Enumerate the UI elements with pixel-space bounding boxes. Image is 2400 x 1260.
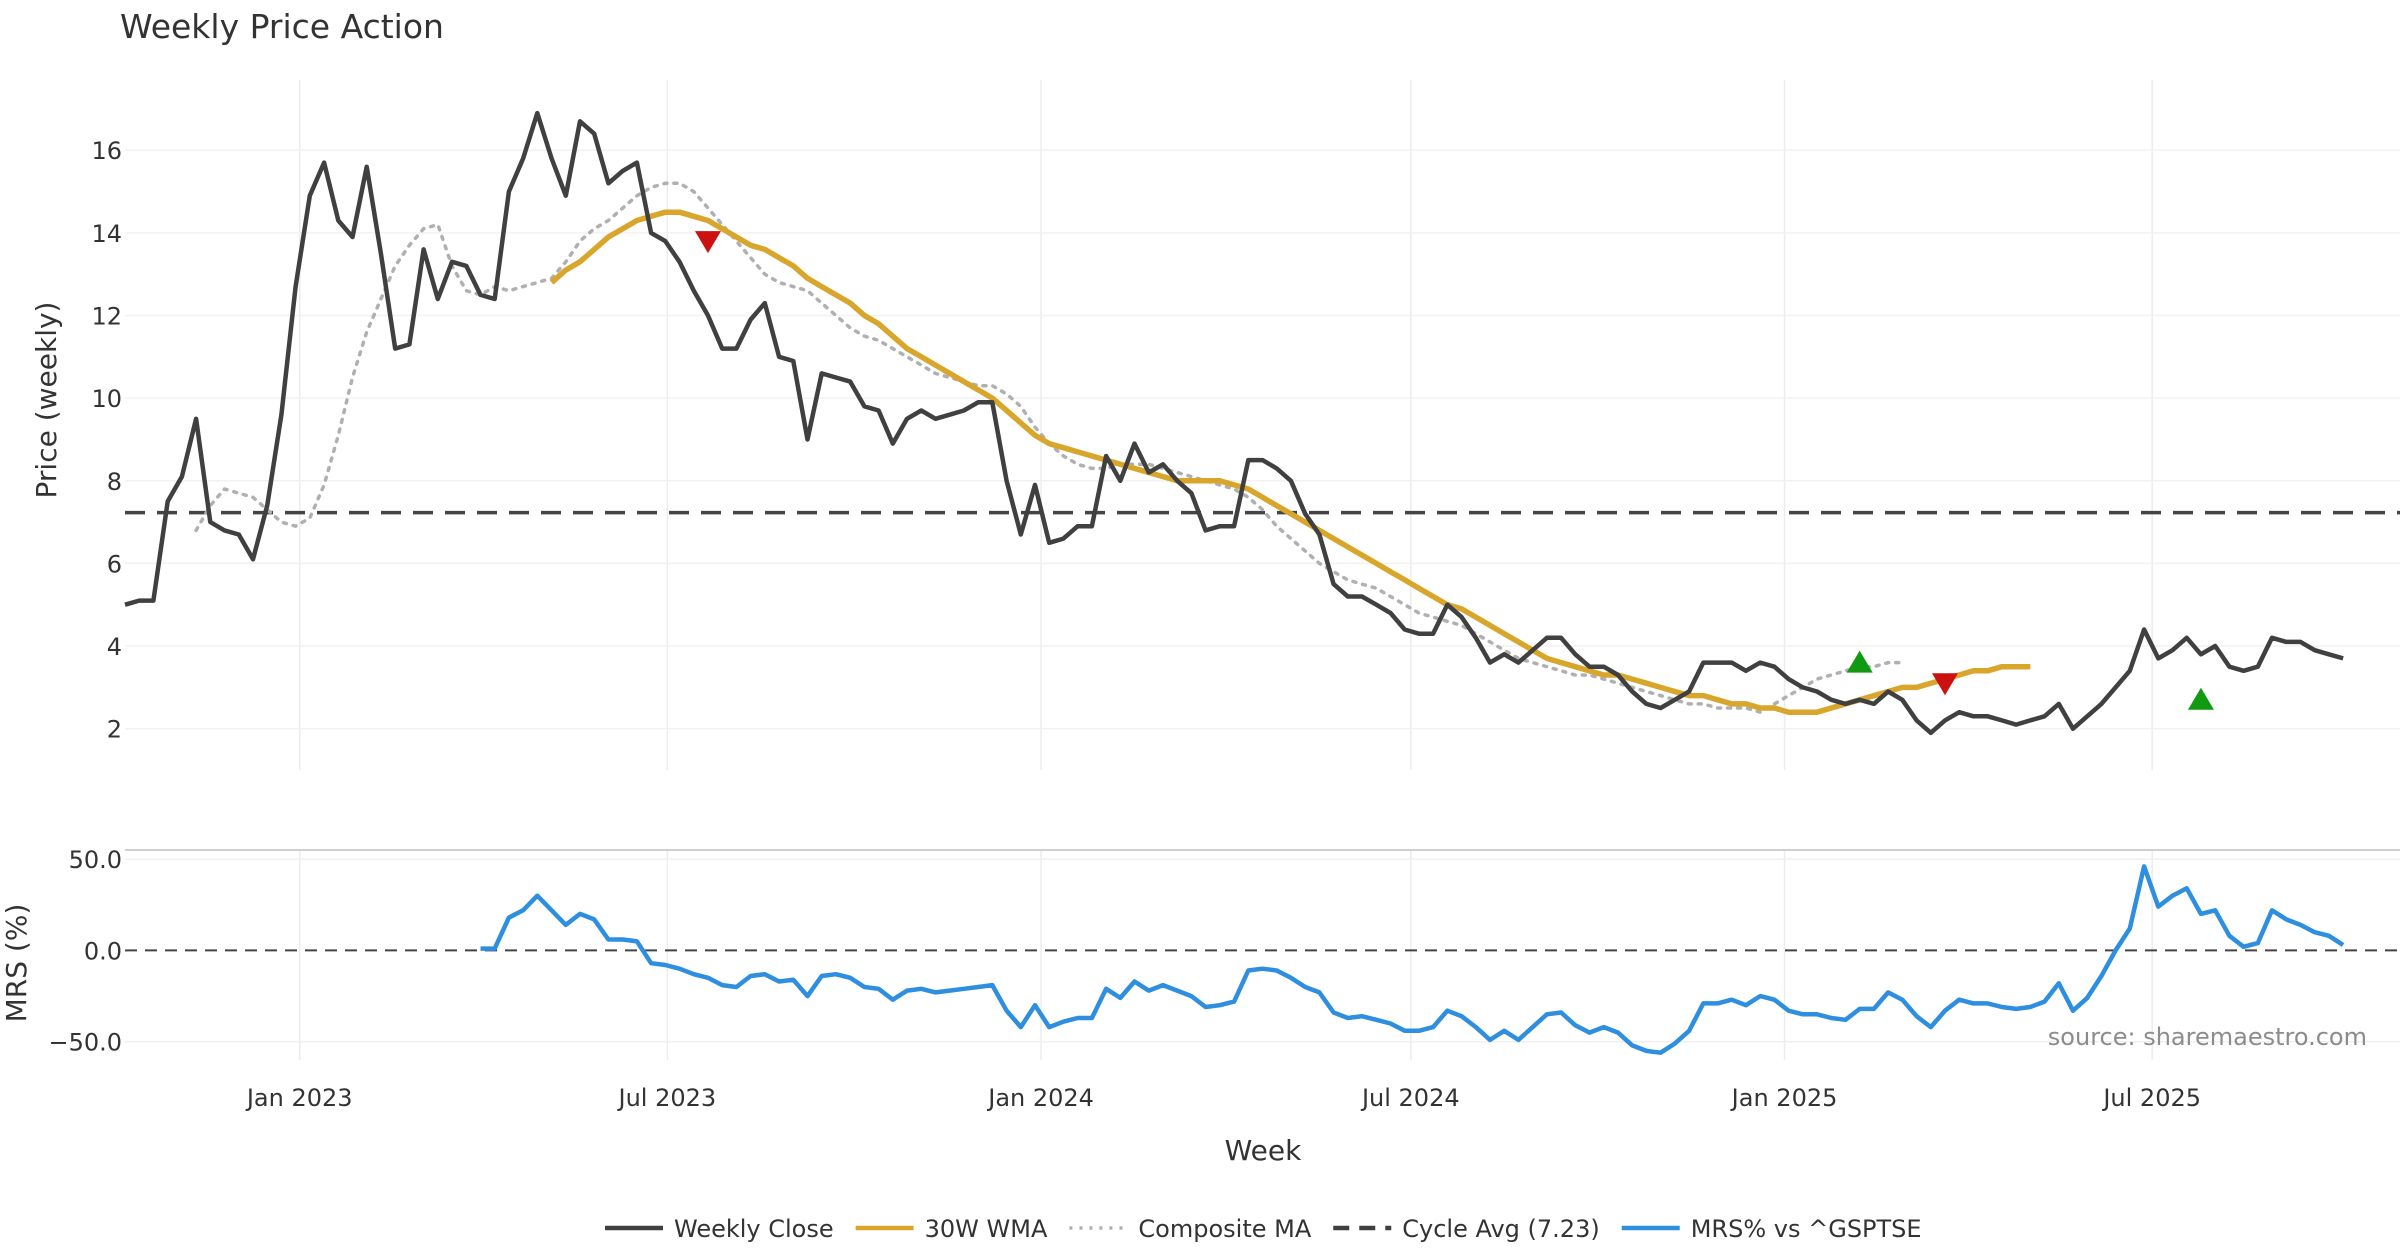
- x-tick-label: Jan 2024: [986, 1084, 1094, 1112]
- legend-label: MRS% vs ^GSPTSE: [1691, 1215, 1922, 1243]
- price-y-tick-label: 4: [107, 633, 122, 661]
- x-tick-label: Jul 2025: [2101, 1084, 2201, 1112]
- legend-label: Cycle Avg (7.23): [1402, 1215, 1599, 1243]
- price-y-tick-label: 2: [107, 716, 122, 744]
- mrs-y-tick-label: 0.0: [84, 937, 122, 965]
- axes-labels: Jan 2023 Jul 2023 Jan 2024 Jul 2024 Jan 2025…: [48, 137, 2201, 1112]
- mrs-line: [480, 864, 2345, 1055]
- legend-label: Weekly Close: [674, 1215, 834, 1243]
- source-note: source: sharemaestro.com: [2048, 1023, 2367, 1051]
- wma-30w-line: [549, 209, 2031, 715]
- price-y-tick-label: 10: [91, 385, 122, 413]
- mrs-y-tick-label: 50.0: [69, 846, 122, 874]
- mrs-y-axis-label: MRS (%): [0, 904, 33, 1023]
- x-tick-label: Jan 2023: [245, 1084, 353, 1112]
- price-y-tick-label: 14: [91, 220, 122, 248]
- price-y-axis-label: Price (weekly): [30, 302, 63, 499]
- price-y-tick-label: 8: [107, 468, 122, 496]
- x-tick-label: Jul 2023: [617, 1084, 717, 1112]
- mrs-panel-grid: [125, 849, 2400, 1060]
- weekly-close-line: [124, 110, 2344, 736]
- legend: Weekly Close 30W WMA Composite MA Cycle Avg…: [605, 1215, 1922, 1243]
- sell-signal-marker: [694, 231, 721, 254]
- legend-label: 30W WMA: [925, 1215, 1048, 1243]
- price-y-tick-label: 6: [107, 550, 122, 578]
- mrs-y-tick-label: −50.0: [48, 1029, 122, 1057]
- buy-signal-marker: [1846, 650, 1873, 673]
- x-tick-label: Jul 2024: [1360, 1084, 1460, 1112]
- chart-title: Weekly Price Action: [120, 7, 444, 46]
- price-y-tick-label: 12: [91, 303, 122, 331]
- price-y-tick-label: 16: [91, 137, 122, 165]
- legend-label: Composite MA: [1138, 1215, 1311, 1243]
- mrs-panel-plot: [125, 864, 2400, 1055]
- price-panel-grid: [125, 80, 2400, 770]
- price-panel-plot: [124, 110, 2400, 736]
- sell-signal-marker: [1932, 673, 1958, 696]
- buy-signal-marker: [2187, 687, 2214, 710]
- x-axis-label: Week: [1225, 1134, 1302, 1167]
- x-tick-label: Jan 2025: [1730, 1084, 1838, 1112]
